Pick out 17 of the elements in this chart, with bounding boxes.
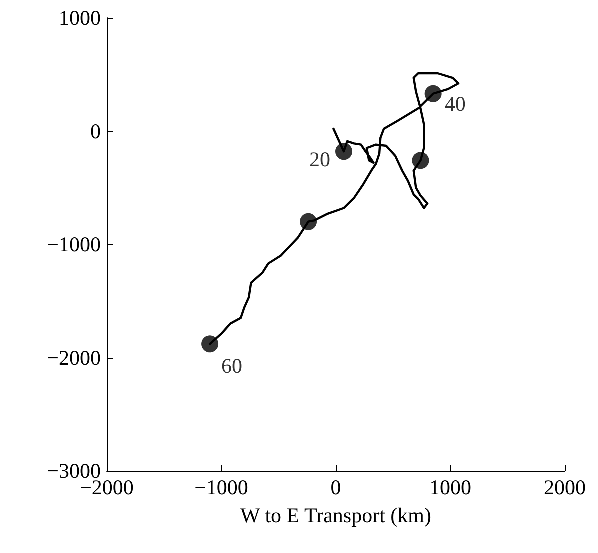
point xyxy=(424,85,442,102)
annotation: 60 xyxy=(222,354,243,378)
annotation: 20 xyxy=(310,148,331,172)
x-tick-label: −1000 xyxy=(194,476,248,500)
point xyxy=(202,336,219,353)
x-axis-title: W to E Transport (km) xyxy=(240,504,432,528)
point xyxy=(300,213,318,230)
y-tick-label: 0 xyxy=(90,119,101,144)
point xyxy=(412,152,430,170)
y-tick-label: −2000 xyxy=(47,346,101,370)
x-tick-label: 2000 xyxy=(544,476,586,500)
annotation: 40 xyxy=(444,92,466,116)
y-tick-label: −1000 xyxy=(47,232,101,256)
y-tick-label: 1000 xyxy=(59,6,101,30)
x-tick-label: 1000 xyxy=(430,476,472,500)
point xyxy=(336,143,353,160)
x-tick-label: 0 xyxy=(330,476,342,500)
